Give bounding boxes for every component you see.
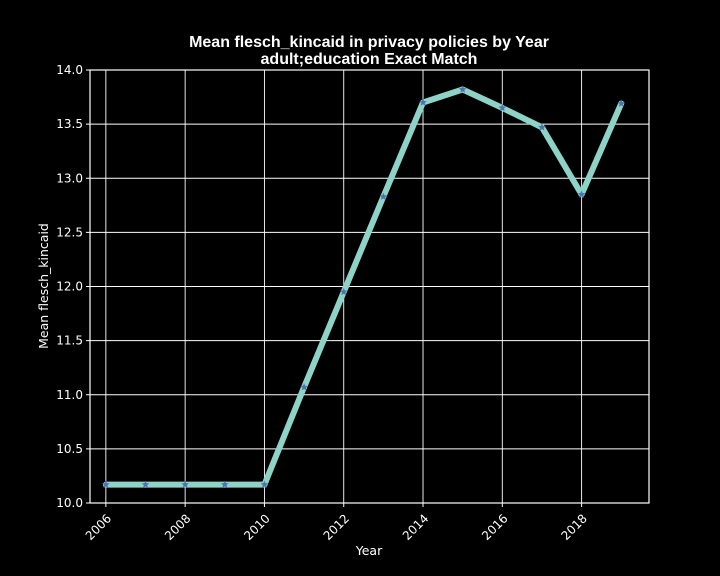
data-point-marker	[577, 190, 586, 198]
y-tick-label: 10.0	[56, 496, 83, 510]
data-point-marker	[220, 480, 229, 488]
chart-title: Mean flesch_kincaid in privacy policies …	[189, 34, 549, 51]
x-axis-label: Year	[355, 543, 383, 558]
y-tick-label: 12.5	[56, 225, 83, 239]
data-point-marker	[260, 480, 269, 488]
data-point-marker	[617, 99, 626, 107]
y-tick-label: 13.0	[56, 171, 83, 185]
data-point-marker	[498, 103, 507, 112]
data-point-marker	[141, 480, 150, 488]
y-tick-label: 10.5	[56, 442, 83, 456]
data-point-marker	[419, 98, 427, 106]
y-axis-ticks: 10.0 10.5 11.0 11.5 12.0 12.5 13.0 13.5 14.0	[56, 63, 90, 510]
data-point-marker	[102, 480, 110, 488]
data-point-marker	[181, 480, 189, 488]
data-point-marker	[538, 123, 546, 131]
plot-frame	[89, 69, 650, 504]
series-line	[102, 86, 625, 488]
data-point-marker	[339, 287, 348, 296]
y-tick-label: 11.0	[56, 388, 83, 402]
chart-subtitle: adult;education Exact Match	[261, 51, 478, 68]
y-tick-label: 14.0	[56, 63, 83, 77]
data-point-marker	[300, 383, 308, 391]
y-tick-label: 11.5	[56, 334, 83, 348]
y-tick-label: 12.0	[56, 280, 83, 294]
data-point-marker	[379, 192, 388, 200]
y-axis-label: Mean flesch_kincaid	[36, 223, 51, 349]
data-point-marker	[458, 85, 467, 93]
series-flesch-kincaid	[102, 85, 626, 488]
y-tick-label: 13.5	[56, 117, 83, 131]
